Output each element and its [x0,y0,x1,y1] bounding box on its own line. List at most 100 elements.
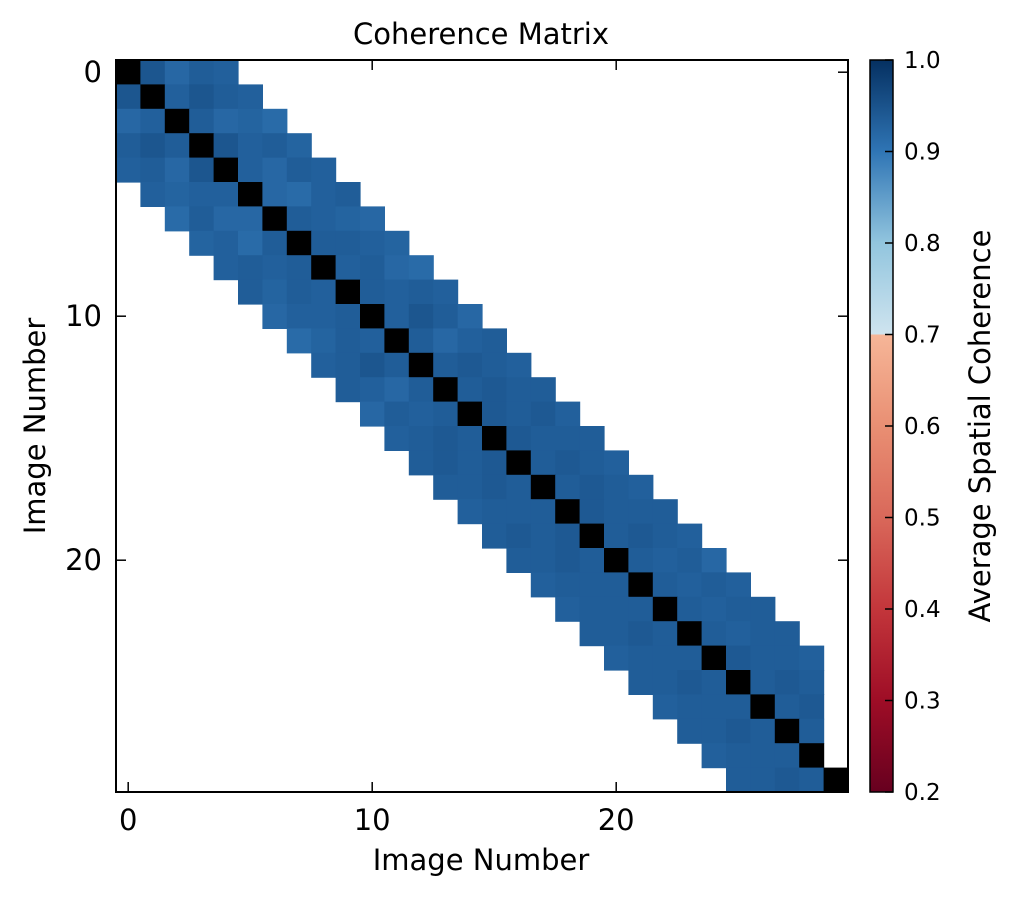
heatmap-cell [238,279,263,305]
heatmap-cell [677,670,703,695]
x-axis-ticks: 0 10 20 [119,60,635,837]
heatmap-cell [116,84,141,110]
heatmap-cell [286,182,312,207]
heatmap-cell [164,182,190,207]
heatmap-cell [774,621,800,647]
heatmap-cell [774,767,800,793]
heatmap-cell [530,548,556,573]
x-tick-label: 20 [598,803,635,837]
heatmap-cell [238,230,263,256]
heatmap-cell [677,523,703,549]
heatmap-cell [335,230,361,256]
heatmap-cell [677,572,703,598]
diagonal-cell [360,304,385,329]
heatmap-cell [555,474,581,500]
diagonal-cell [799,743,825,769]
heatmap-cell [335,377,361,403]
diagonal-cell [823,767,849,793]
heatmap-cell [677,718,703,744]
heatmap-cell [164,60,190,85]
heatmap-cell [213,60,239,85]
y-axis-label: Image Number [18,318,52,535]
heatmap-cell [482,377,507,403]
heatmap-cell [164,84,190,110]
heatmap-cell [726,645,751,671]
heatmap-cell [286,279,312,305]
heatmap-cell [384,426,410,451]
heatmap-cell [457,377,483,403]
diagonal-cell [701,645,727,671]
heatmap-cell [506,499,532,525]
colorbar-tick-label: 0.7 [904,323,941,349]
heatmap-cells [116,60,849,793]
heatmap-cell [652,621,678,647]
heatmap-cell [213,108,239,134]
heatmap-cell [262,157,288,183]
heatmap-cell [286,157,312,183]
heatmap-cell [628,474,654,500]
heatmap-cell [238,206,263,232]
heatmap-cell [311,304,337,329]
heatmap-cell [408,304,434,329]
colorbar-tick-label: 0.9 [904,140,941,166]
heatmap-cell [799,694,825,720]
heatmap-cell [262,182,288,207]
heatmap-cell [701,621,727,647]
heatmap-cell [238,133,263,159]
heatmap-cell [774,670,800,695]
heatmap-cell [506,426,532,451]
heatmap-cell [530,450,556,476]
heatmap-cell [799,645,825,671]
diagonal-cell [774,718,800,744]
heatmap-cell [530,377,556,403]
diagonal-cell [311,255,337,281]
heatmap-cell [604,596,629,622]
heatmap-cell [335,182,361,207]
heatmap-cell [433,352,459,378]
heatmap-cell [750,767,776,793]
heatmap-cell [360,352,385,378]
heatmap-cell [189,206,215,232]
heatmap-cell [726,596,751,622]
heatmap-cell [164,157,190,183]
heatmap-cell [579,572,605,598]
heatmap-cell [579,621,605,647]
heatmap-cell [457,450,483,476]
heatmap-cell [628,499,654,525]
heatmap-cell [530,401,556,427]
heatmap-cell [140,133,166,159]
heatmap-cell [311,157,337,183]
heatmap-cell [140,157,166,183]
y-tick-label: 10 [65,299,102,333]
heatmap-cell [140,182,166,207]
heatmap-cell [726,621,751,647]
heatmap-cell [750,718,776,744]
heatmap-cell [482,474,507,500]
heatmap-cell [262,133,288,159]
heatmap-cell [750,645,776,671]
heatmap-cell [213,84,239,110]
heatmap-cell [530,499,556,525]
heatmap-cell [799,670,825,695]
heatmap-cell [335,304,361,329]
heatmap-cell [457,352,483,378]
heatmap-cell [116,133,141,159]
diagonal-cell [555,499,581,525]
heatmap-cell [286,328,312,354]
heatmap-cell [238,84,263,110]
heatmap-cell [311,328,337,354]
heatmap-cell [213,182,239,207]
colorbar-tick-label: 0.3 [904,689,941,715]
heatmap-cell [360,377,385,403]
y-tick-label: 0 [84,55,102,89]
diagonal-cell [384,328,410,354]
heatmap-cell [726,694,751,720]
diagonal-cell [286,230,312,256]
heatmap-cell [360,279,385,305]
heatmap-cell [774,743,800,769]
heatmap-cell [335,352,361,378]
heatmap-cell [408,401,434,427]
heatmap-cell [408,328,434,354]
diagonal-cell [262,206,288,232]
heatmap-cell [750,670,776,695]
